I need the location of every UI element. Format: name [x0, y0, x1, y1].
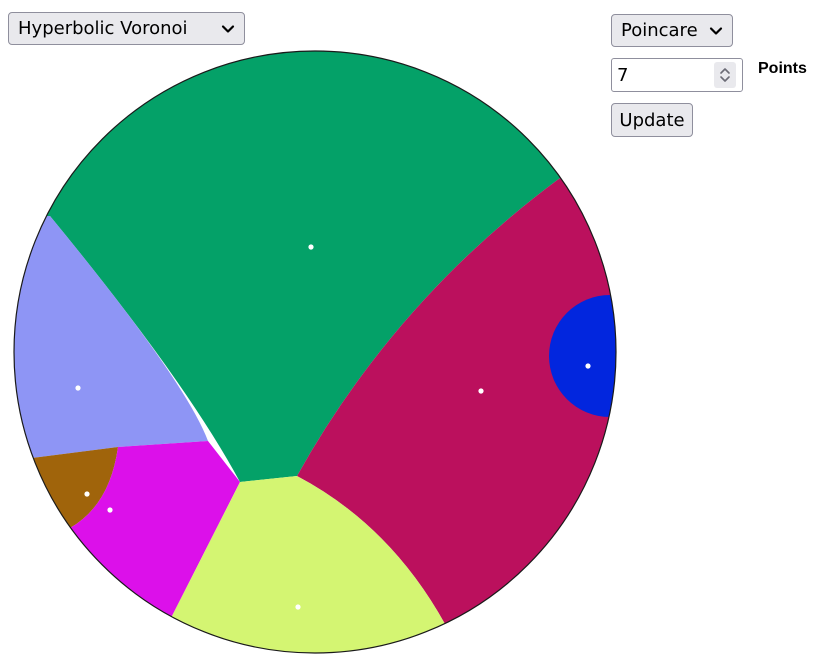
site-point: [585, 363, 591, 369]
points-input[interactable]: 7: [611, 58, 743, 92]
voronoi-sites: [75, 244, 591, 610]
site-point: [84, 491, 90, 497]
points-input-value: 7: [617, 64, 629, 86]
points-label: Points: [758, 60, 807, 77]
algorithm-select[interactable]: Hyperbolic Voronoi: [8, 12, 245, 45]
site-point: [75, 385, 81, 391]
chevron-up-icon[interactable]: [719, 66, 731, 75]
points-spinner[interactable]: [714, 62, 736, 88]
chevron-down-icon: [709, 26, 723, 35]
update-button-label: Update: [619, 109, 685, 131]
chevron-down-icon[interactable]: [719, 75, 731, 84]
chevron-down-icon: [221, 24, 235, 33]
model-select-value: Poincare: [621, 20, 698, 41]
blue-cell: [549, 295, 616, 417]
periwinkle-cell: [14, 216, 208, 460]
algorithm-select-value: Hyperbolic Voronoi: [18, 18, 188, 39]
green-cell: [14, 51, 616, 482]
site-point: [308, 244, 314, 250]
disk-boundary: [13, 50, 617, 654]
update-button[interactable]: Update: [611, 103, 693, 137]
site-point: [478, 388, 484, 394]
site-point: [107, 507, 113, 513]
model-select[interactable]: Poincare: [611, 14, 733, 47]
site-point: [295, 604, 301, 610]
